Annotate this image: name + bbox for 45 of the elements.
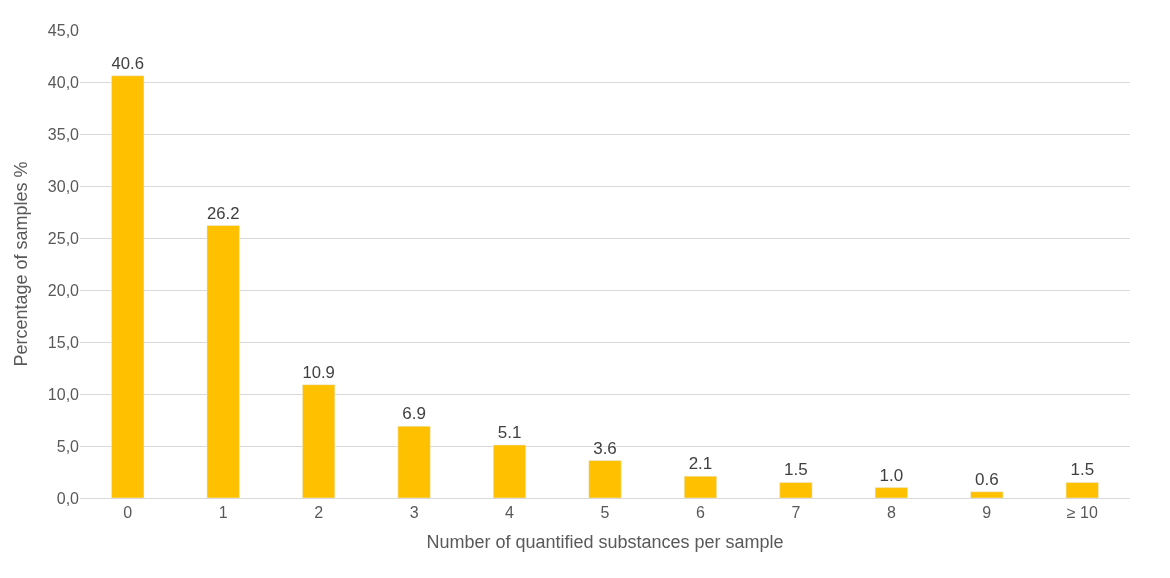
- data-label: 1.5: [784, 460, 808, 480]
- data-label: 26.2: [206, 203, 240, 223]
- bar: [206, 225, 240, 498]
- bar: [588, 460, 622, 498]
- data-label: 10.9: [302, 362, 335, 382]
- y-tick-label: 5,0: [56, 437, 80, 455]
- x-tick-label: 3: [409, 504, 419, 522]
- x-tick-label: 7: [791, 504, 801, 522]
- bar: [302, 384, 336, 498]
- bar: [493, 444, 527, 498]
- data-label: 3.6: [593, 438, 617, 458]
- y-tick-label: 0,0: [56, 489, 80, 507]
- data-label: 1.5: [1070, 460, 1095, 480]
- bar: [111, 75, 145, 498]
- x-tick-label: 0: [123, 504, 133, 522]
- bar: [970, 491, 1004, 498]
- x-tick-label: 1: [218, 504, 228, 522]
- x-tick-label: 9: [982, 504, 992, 522]
- x-tick-label: 5: [600, 504, 610, 522]
- bar: [779, 482, 813, 498]
- data-label: 0.6: [975, 469, 999, 489]
- x-axis-title: Number of quantified substances per sample: [426, 532, 784, 553]
- y-tick-label: 20,0: [47, 281, 80, 299]
- y-tick-label: 40,0: [47, 73, 80, 91]
- bar: [397, 425, 431, 498]
- bar: [874, 487, 908, 498]
- y-tick-label: 45,0: [47, 21, 80, 39]
- bar: [683, 475, 717, 498]
- y-tick-label: 35,0: [47, 125, 80, 143]
- data-label: 40.6: [111, 53, 144, 73]
- bar: [1065, 482, 1099, 498]
- y-tick-label: 10,0: [47, 385, 80, 403]
- x-tick-label: 4: [505, 504, 515, 522]
- data-label: 6.9: [402, 404, 426, 424]
- y-tick-label: 25,0: [47, 229, 80, 247]
- data-label: 2.1: [688, 454, 713, 474]
- x-tick-label: 6: [696, 504, 705, 522]
- x-tick-label: ≥ 10: [1066, 504, 1098, 522]
- y-axis-title: Percentage of samples %: [11, 161, 32, 367]
- data-label: 1.0: [879, 465, 904, 485]
- x-tick-label: 2: [314, 504, 324, 522]
- data-label: 5.1: [497, 422, 522, 442]
- y-tick-label: 30,0: [47, 177, 80, 195]
- x-tick-label: 8: [886, 504, 896, 522]
- y-tick-label: 15,0: [47, 333, 80, 351]
